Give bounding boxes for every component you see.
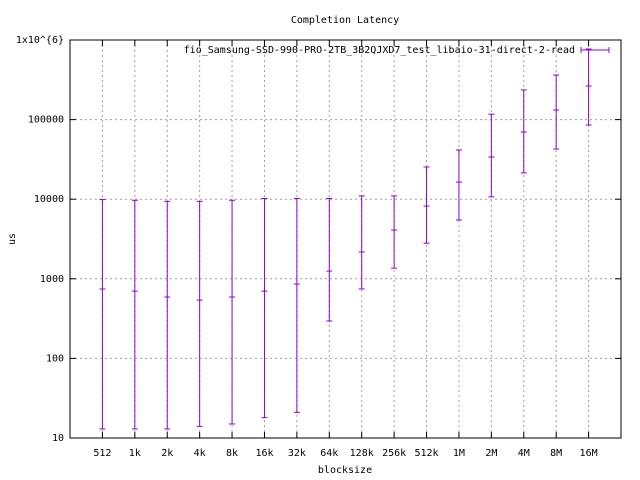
x-tick-label: 256k — [382, 448, 406, 459]
y-tick-label: 1x10^{6} — [16, 35, 64, 46]
x-tick-label: 2k — [161, 448, 173, 459]
x-tick-label: 2M — [485, 448, 497, 459]
x-tick-label: 8M — [550, 448, 562, 459]
legend-label: fio_Samsung-SSD-990-PRO-2TB_3B2QJXD7_tes… — [184, 45, 575, 56]
y-tick-label: 10000 — [34, 194, 64, 205]
x-axis-label: blocksize — [318, 465, 372, 476]
x-tick-label: 16M — [580, 448, 598, 459]
x-tick-label: 1k — [129, 448, 141, 459]
x-tick-label: 32k — [288, 448, 306, 459]
x-tick-label: 4k — [194, 448, 206, 459]
y-tick-label: 1000 — [40, 274, 64, 285]
y-tick-label: 10 — [52, 433, 64, 444]
x-tick-label: 4M — [518, 448, 530, 459]
y-tick-label: 100000 — [28, 115, 64, 126]
y-axis-label: us — [7, 233, 18, 245]
x-tick-label: 128k — [350, 448, 374, 459]
y-tick-label: 100 — [46, 353, 64, 364]
x-tick-label: 64k — [320, 448, 338, 459]
chart-title: Completion Latency — [291, 15, 399, 26]
x-tick-label: 8k — [226, 448, 238, 459]
x-tick-label: 512k — [414, 448, 438, 459]
x-tick-label: 512 — [93, 448, 111, 459]
x-tick-label: 1M — [453, 448, 465, 459]
x-tick-label: 16k — [255, 448, 273, 459]
plot-border — [69, 39, 622, 439]
